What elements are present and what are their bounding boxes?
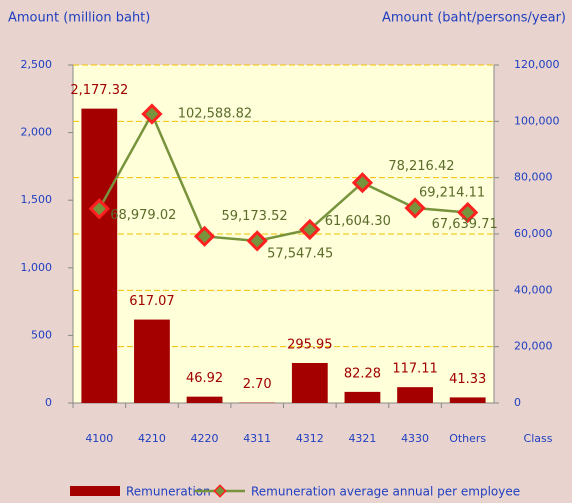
marker: [351, 172, 374, 194]
y2-axis-title: Amount (baht/persons/year): [382, 11, 566, 26]
bar-value-label: 82.28: [344, 366, 381, 381]
y2-tick-label: 80,000: [514, 171, 553, 184]
x-tick-label: 4312: [296, 432, 324, 445]
y2-tick-label: 20,000: [514, 340, 553, 353]
marker: [299, 218, 321, 241]
line-value-label: 59,173.52: [221, 209, 287, 224]
bar: [134, 319, 170, 403]
bar-value-label: 617.07: [129, 294, 175, 309]
bar-value-label: 2,177.32: [70, 83, 128, 98]
y2-tick-label: 0: [514, 396, 521, 409]
x-tick-label: 4210: [138, 432, 166, 445]
x-tick-label: Others: [449, 432, 486, 445]
y2-tick-label: 120,000: [514, 58, 560, 71]
x-axis-title: Class: [524, 432, 553, 445]
bar: [186, 396, 223, 403]
bar-value-label: 41.33: [449, 372, 486, 387]
y2-tick-label: 100,000: [514, 114, 560, 127]
marker: [193, 225, 216, 247]
y-tick-label: 1,500: [21, 193, 53, 206]
marker: [457, 201, 479, 224]
y-tick-label: 500: [31, 328, 52, 341]
y-axis-title: Amount (million baht): [8, 11, 150, 26]
line: [98, 111, 468, 243]
line-value-label: 69,214.11: [419, 186, 485, 201]
marker: [404, 197, 426, 219]
x-tick-label: 4311: [243, 432, 271, 445]
bar: [81, 108, 118, 403]
x-tick-label: 4220: [191, 432, 219, 445]
bar: [449, 397, 486, 403]
x-tick-label: 4330: [401, 432, 429, 445]
line-value-label: 78,216.42: [388, 159, 454, 174]
marker: [246, 230, 268, 252]
marker: [141, 103, 163, 125]
y2-tick-label: 40,000: [514, 283, 553, 296]
bar: [291, 362, 328, 403]
legend-label: Remuneration average annual per employee: [251, 485, 520, 499]
y-tick-label: 1,000: [21, 261, 53, 274]
y-tick-label: 2,000: [21, 126, 53, 139]
legend-marker: [213, 484, 227, 498]
x-tick-label: 4321: [348, 432, 376, 445]
y-tick-label: 0: [45, 396, 52, 409]
legend-swatch: [70, 486, 120, 496]
line-value-label: 102,588.82: [178, 107, 252, 122]
bar: [344, 391, 381, 403]
y-tick-label: 2,500: [21, 58, 53, 71]
y2-tick-label: 60,000: [514, 227, 553, 240]
bar-value-label: 295.95: [287, 337, 333, 352]
line-value-label: 67,639.71: [432, 217, 498, 232]
line-value-label: 57,547.45: [267, 246, 333, 261]
line-value-label: 68,979.02: [110, 208, 176, 223]
bar-value-label: 2.70: [243, 377, 272, 392]
legend-label: Remuneration: [126, 485, 211, 499]
bar-value-label: 46.92: [186, 371, 223, 386]
x-tick-label: 4100: [85, 432, 113, 445]
line-value-label: 61,604.30: [325, 214, 391, 229]
bar-value-label: 117.11: [392, 362, 438, 377]
marker: [88, 198, 110, 220]
bar: [397, 387, 433, 403]
